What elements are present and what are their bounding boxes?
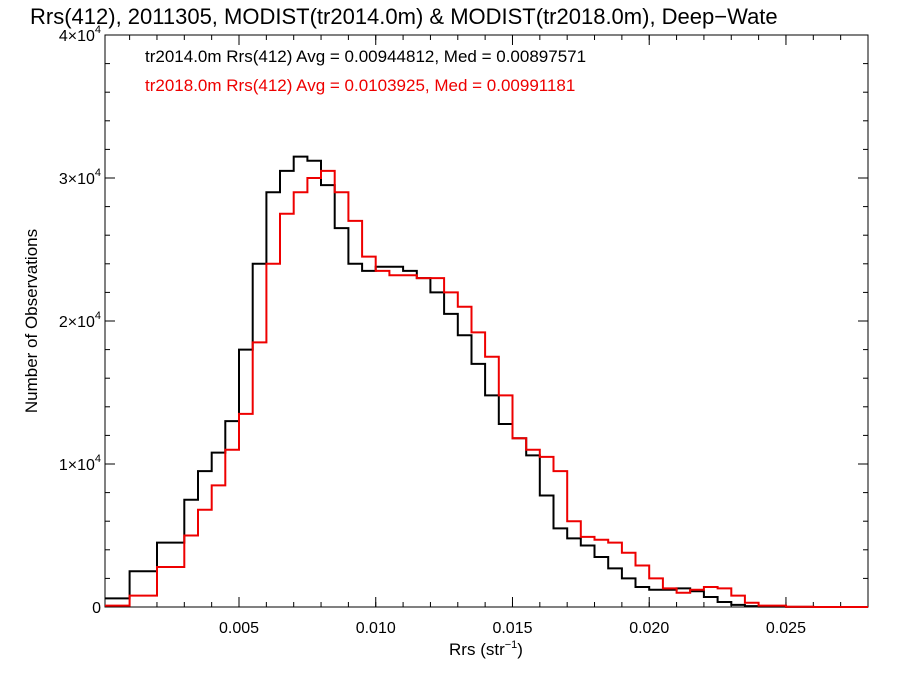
x-axis-label-sup: −1 bbox=[505, 639, 518, 651]
y-tick-labels: 0 1×104 2×104 3×104 4×104 bbox=[59, 24, 101, 617]
legend-entry-tr2018: tr2018.0m Rrs(412) Avg = 0.0103925, Med … bbox=[145, 76, 575, 95]
x-tick-label: 0.010 bbox=[356, 620, 396, 637]
x-tick-label: 0.015 bbox=[492, 620, 532, 637]
y-tick-label: 3×104 bbox=[59, 167, 101, 188]
series-line-tr2014.0m bbox=[105, 155, 868, 608]
x-tick-label: 0.005 bbox=[219, 620, 259, 637]
plot-frame bbox=[104, 34, 869, 608]
y-tick-label: 2×104 bbox=[59, 310, 101, 331]
legend-entry-tr2014: tr2014.0m Rrs(412) Avg = 0.00944812, Med… bbox=[145, 47, 586, 66]
y-tick-label: 1×104 bbox=[59, 453, 101, 474]
x-axis-label-main: Rrs (str bbox=[449, 640, 505, 659]
series-line-tr2018.0m bbox=[105, 169, 868, 608]
x-tick-labels: 0.005 0.010 0.015 0.020 0.025 bbox=[219, 620, 806, 637]
series-layer bbox=[105, 155, 868, 608]
chart-title: Rrs(412), 2011305, MODIST(tr2014.0m) & M… bbox=[30, 4, 778, 29]
y-axis-label: Number of Observations bbox=[22, 229, 41, 413]
y-tick-label: 0 bbox=[92, 600, 101, 617]
x-axis-label-tail: ) bbox=[517, 640, 523, 659]
x-tick-label: 0.020 bbox=[629, 620, 669, 637]
x-axis-label: Rrs (str−1) bbox=[449, 639, 523, 659]
x-tick-label: 0.025 bbox=[766, 620, 806, 637]
y-tick-label: 4×104 bbox=[59, 24, 101, 45]
axis-ticks bbox=[105, 34, 868, 608]
